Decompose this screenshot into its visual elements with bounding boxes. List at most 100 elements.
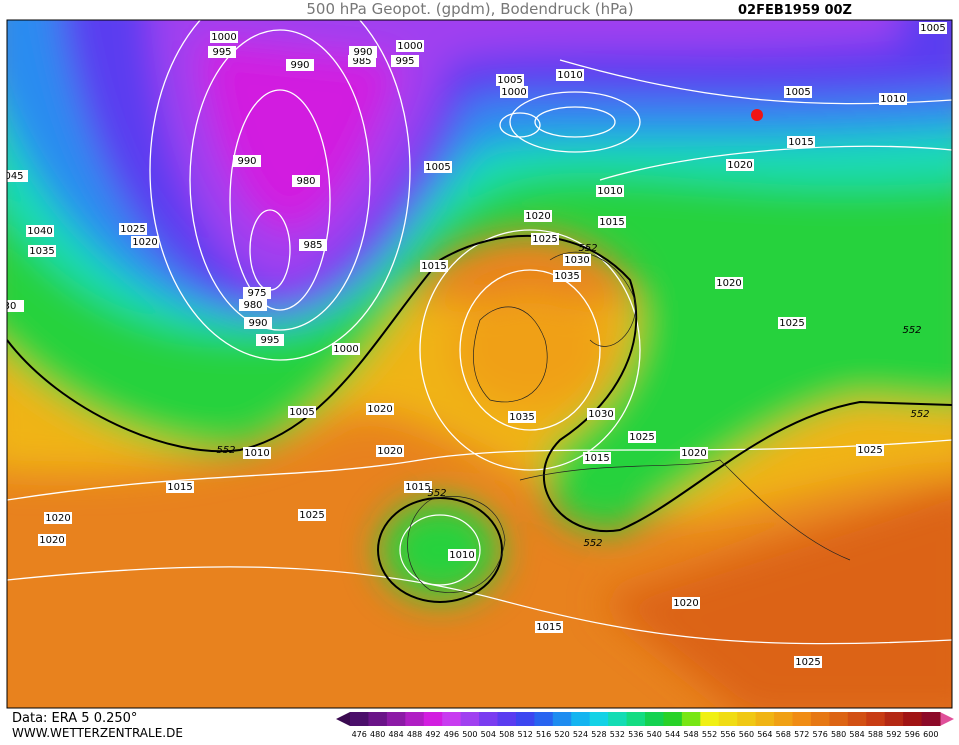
isobar-label: 1015 [167, 482, 192, 493]
marker [751, 109, 763, 121]
label-box [672, 597, 700, 609]
colorbar-swatch [810, 712, 830, 726]
colorbar-swatch [774, 712, 793, 726]
colorbar-swatch [423, 712, 443, 726]
isobar-label: 990 [290, 60, 309, 71]
colorbar-swatch [497, 712, 517, 726]
label-box [583, 452, 611, 464]
colorbar-swatch [755, 712, 775, 726]
colorbar-label: 544 [665, 730, 680, 739]
label-box [7, 300, 24, 312]
label-box [496, 74, 524, 86]
isobar-label: 552 [902, 325, 921, 336]
isobar-label: 1020 [39, 535, 64, 546]
colorbar-label: 588 [868, 730, 883, 739]
isobar-label: 1025 [779, 318, 804, 329]
isobar-label: 980 [296, 176, 315, 187]
label-box [396, 40, 424, 52]
isobar-label: 1005 [785, 87, 810, 98]
isobar-label: 1010 [244, 448, 269, 459]
label-box [298, 509, 326, 521]
label-box [292, 175, 320, 187]
label-box [448, 549, 476, 561]
isobar-label: 1015 [405, 482, 430, 493]
isobar-label: 1010 [597, 186, 622, 197]
isobar-label: 1005 [497, 75, 522, 86]
colorbar-swatch [460, 712, 480, 726]
colorbar-swatch [737, 712, 757, 726]
colorbar-swatch [847, 712, 867, 726]
isobar-label: 552 [583, 538, 602, 549]
colorbar-label: 500 [462, 730, 477, 739]
colorbar-label: 596 [905, 730, 920, 739]
isobar-label: 1005 [920, 23, 945, 34]
label-box [508, 411, 536, 423]
isobar-label: 1005 [425, 162, 450, 173]
label-box [299, 239, 327, 251]
isobar-label: 1000 [211, 32, 236, 43]
colorbar-label: 496 [444, 730, 459, 739]
isobar-label: 1015 [584, 453, 609, 464]
isobar-label: 980 [243, 300, 262, 311]
label-box [404, 481, 432, 493]
label-box [166, 481, 194, 493]
label-box [391, 55, 419, 67]
isobar-label: 1015 [788, 137, 813, 148]
isobar-label: 1030 [588, 409, 613, 420]
isobar-label: 1020 [525, 211, 550, 222]
label-box [726, 159, 754, 171]
label-box [233, 155, 261, 167]
label-box [288, 406, 316, 418]
colorbar-label: 476 [352, 730, 367, 739]
map-frame [6, 19, 953, 709]
colorbar-swatch [663, 712, 683, 726]
colorbar-label: 520 [554, 730, 569, 739]
label-box [210, 31, 238, 43]
isobar-label: 990 [353, 47, 372, 58]
label-box [587, 408, 615, 420]
colorbar-label: 480 [370, 730, 385, 739]
label-box [784, 86, 812, 98]
colorbar-swatch [571, 712, 591, 726]
isobar-label: 1015 [421, 261, 446, 272]
label-box [628, 431, 656, 443]
colorbar-label: 504 [481, 730, 496, 739]
isobar-label: 1000 [397, 41, 422, 52]
colorbar-label: 548 [683, 730, 698, 739]
label-box [598, 216, 626, 228]
isobar-label: 995 [212, 47, 231, 58]
colorbar-label: 572 [794, 730, 809, 739]
isobar-label: 995 [395, 56, 414, 67]
title: 500 hPa Geopot. (gpdm), Bodendruck (hPa) [306, 0, 633, 18]
colorbar-arrow [940, 712, 954, 726]
isobar-label: 1010 [449, 550, 474, 561]
isobar-label: 1025 [299, 510, 324, 521]
isobar-label: 990 [248, 318, 267, 329]
colorbar-label: 592 [886, 730, 901, 739]
colorbar-label: 524 [573, 730, 588, 739]
contour-552 [7, 234, 952, 603]
isobar-label: 552 [910, 409, 929, 420]
label-box [596, 185, 624, 197]
website: WWW.WETTERZENTRALE.DE [12, 726, 183, 740]
isobar-label: 990 [237, 156, 256, 167]
colorbar-swatch [792, 712, 812, 726]
label-box [500, 86, 528, 98]
label-box [38, 534, 66, 546]
label-box [556, 69, 584, 81]
isobar-label: 1020 [367, 404, 392, 415]
label-box [563, 254, 591, 266]
colorbar-label: 540 [647, 730, 662, 739]
colorbar-swatch [515, 712, 535, 726]
colorbar-swatch [921, 712, 941, 726]
colorbar-swatch [479, 712, 498, 726]
colorbar-label: 552 [702, 730, 717, 739]
isobar-label: 1010 [880, 94, 905, 105]
isobar-label: 552 [578, 243, 597, 254]
colorbar-label: 600 [923, 730, 938, 739]
label-box [424, 161, 452, 173]
colorbar-label: 568 [776, 730, 791, 739]
isobar-label: 995 [260, 335, 279, 346]
colorbar-label: 580 [831, 730, 846, 739]
